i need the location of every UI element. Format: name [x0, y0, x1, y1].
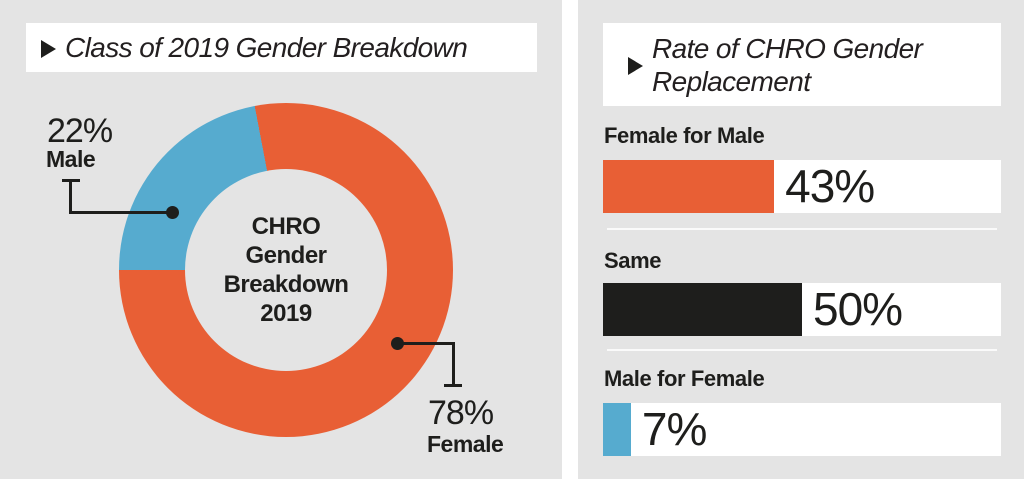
bar-fill-same: [603, 283, 802, 336]
donut-center: CHRO Gender Breakdown 2019: [185, 169, 387, 371]
bar-track: 50%: [603, 283, 1001, 336]
donut-panel: Class of 2019 Gender Breakdown CHRO Gend…: [0, 0, 562, 479]
pointer-triangle-icon: [628, 56, 643, 75]
bar-panel: Rate of CHRO Gender Replacement Female f…: [578, 0, 1024, 479]
bar-value-same: 50%: [813, 283, 903, 335]
donut-panel-title-box: Class of 2019 Gender Breakdown: [26, 23, 537, 72]
female-percent-label: 78%: [428, 394, 494, 432]
leader-line: [69, 211, 173, 214]
donut-center-text: 2019: [260, 300, 312, 327]
bar-fill-male-for-female: [603, 403, 631, 456]
bar-label-female-for-male: Female for Male: [604, 123, 765, 148]
bar-panel-title-line2: Replacement: [652, 65, 811, 97]
divider-line: [607, 228, 997, 230]
female-category-label: Female: [427, 431, 504, 457]
leader-line: [397, 342, 455, 345]
pointer-triangle-icon: [41, 39, 56, 58]
male-percent-label: 22%: [47, 112, 113, 150]
leader-line: [69, 179, 72, 214]
bar-label-same: Same: [604, 248, 662, 273]
callout-dot: [166, 206, 179, 219]
bar-panel-title-box: Rate of CHRO Gender Replacement: [603, 23, 1001, 106]
donut-chart: CHRO Gender Breakdown 2019: [119, 103, 453, 437]
leader-line-cap: [444, 384, 462, 387]
bar-panel-title: Rate of CHRO Gender Replacement: [652, 32, 923, 98]
bar-label-male-for-female: Male for Female: [604, 366, 765, 391]
bar-panel-title-line1: Rate of CHRO Gender: [652, 32, 923, 64]
donut-center-text: Breakdown: [223, 271, 349, 298]
leader-line: [452, 342, 455, 387]
bar-track: 7%: [603, 403, 1001, 456]
bar-value-male-for-female: 7%: [641, 403, 707, 455]
bar-track: 43%: [603, 160, 1001, 213]
bar-value-female-for-male: 43%: [785, 160, 875, 212]
male-category-label: Male: [46, 146, 96, 172]
donut-panel-title: Class of 2019 Gender Breakdown: [65, 32, 468, 63]
donut-center-text: Gender: [245, 242, 327, 269]
divider-line: [607, 349, 997, 351]
bar-fill-female-for-male: [603, 160, 775, 213]
donut-center-text: CHRO: [251, 213, 321, 240]
